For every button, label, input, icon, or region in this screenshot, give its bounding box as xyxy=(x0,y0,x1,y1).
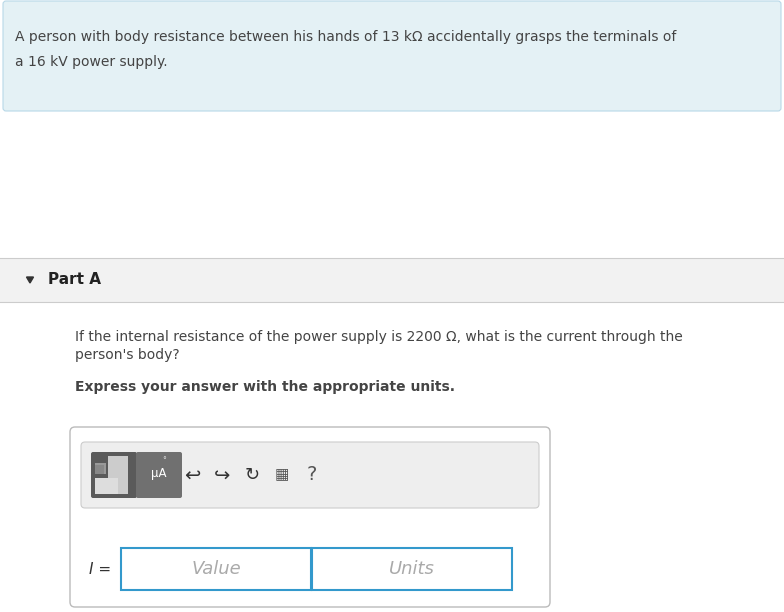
Text: ↪: ↪ xyxy=(214,466,230,485)
FancyBboxPatch shape xyxy=(136,452,182,498)
Text: ↻: ↻ xyxy=(245,466,260,484)
Text: A person with body resistance between his hands of 13 kΩ accidentally grasps the: A person with body resistance between hi… xyxy=(15,30,677,44)
Bar xyxy=(95,465,104,474)
Bar xyxy=(95,478,118,494)
Text: ▦: ▦ xyxy=(275,468,289,482)
Bar xyxy=(95,463,106,474)
Bar xyxy=(107,456,128,494)
Text: Part A: Part A xyxy=(48,272,101,288)
FancyBboxPatch shape xyxy=(3,1,781,111)
Text: Units: Units xyxy=(389,560,435,578)
Text: If the internal resistance of the power supply is 2200 Ω, what is the current th: If the internal resistance of the power … xyxy=(75,330,683,344)
FancyBboxPatch shape xyxy=(70,427,550,607)
Text: a 16 kV power supply.: a 16 kV power supply. xyxy=(15,55,168,69)
Text: ?: ? xyxy=(307,466,318,485)
Text: person's body?: person's body? xyxy=(75,348,180,362)
Text: I =: I = xyxy=(89,561,111,577)
Text: ↩: ↩ xyxy=(183,466,200,485)
Text: μA: μA xyxy=(151,468,167,480)
Text: Express your answer with the appropriate units.: Express your answer with the appropriate… xyxy=(75,380,455,394)
Bar xyxy=(0,258,784,302)
FancyBboxPatch shape xyxy=(91,452,137,498)
Bar xyxy=(121,548,311,590)
Text: °: ° xyxy=(162,457,166,466)
Polygon shape xyxy=(27,277,34,283)
Text: Value: Value xyxy=(191,560,241,578)
Bar xyxy=(312,548,512,590)
FancyBboxPatch shape xyxy=(81,442,539,508)
